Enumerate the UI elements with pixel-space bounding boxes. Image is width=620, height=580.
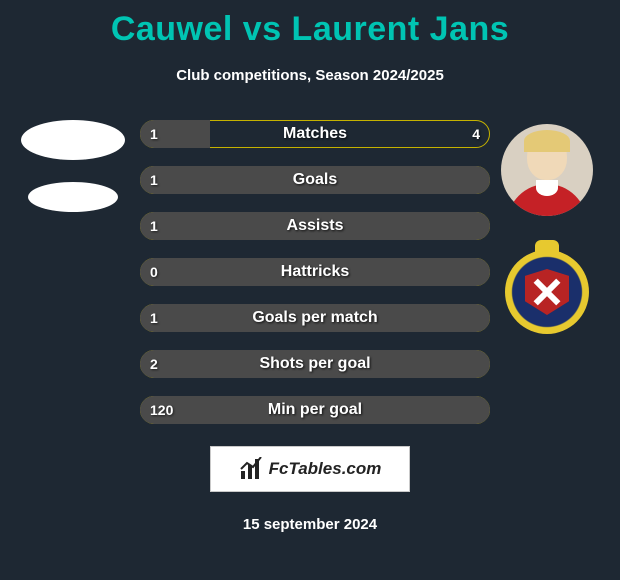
stat-left-value: 0 [150,264,158,280]
stat-row: 120 Min per goal [140,396,490,424]
stat-label: Assists [287,217,344,235]
stat-row: 2 Shots per goal [140,350,490,378]
right-player-column [492,120,602,334]
right-player-photo [501,124,593,216]
right-club-badge [505,250,589,334]
stat-label: Shots per goal [259,355,370,373]
comparison-content: 1 4 Matches 1 Goals 1 Assists 0 Hattricks 1 Goals … [0,120,620,424]
stat-left-value: 1 [150,218,158,234]
stat-row: 1 Goals [140,166,490,194]
stat-row: 1 Goals per match [140,304,490,332]
stat-label: Hattricks [281,263,349,281]
fctables-logo-text: FcTables.com [269,459,382,479]
page-title: Cauwel vs Laurent Jans [0,0,620,49]
stat-label: Matches [283,125,347,143]
stat-row: 1 Assists [140,212,490,240]
stat-label: Goals per match [252,309,377,327]
fctables-logo[interactable]: FcTables.com [210,446,410,492]
bar-chart-icon [239,457,263,481]
stat-bars: 1 4 Matches 1 Goals 1 Assists 0 Hattricks 1 Goals … [140,120,490,424]
left-club-badge-placeholder [28,182,118,212]
stat-left-value: 2 [150,356,158,372]
stat-row: 0 Hattricks [140,258,490,286]
stat-left-value: 1 [150,172,158,188]
stat-label: Min per goal [268,401,362,419]
left-player-photo-placeholder [21,120,125,160]
stat-left-value: 1 [150,310,158,326]
stat-label: Goals [293,171,337,189]
left-player-column [18,120,128,212]
stat-row: 1 4 Matches [140,120,490,148]
stat-left-value: 120 [150,402,173,418]
stat-right-value: 4 [472,126,480,142]
subtitle: Club competitions, Season 2024/2025 [0,67,620,84]
stat-left-value: 1 [150,126,158,142]
date-text: 15 september 2024 [0,516,620,533]
